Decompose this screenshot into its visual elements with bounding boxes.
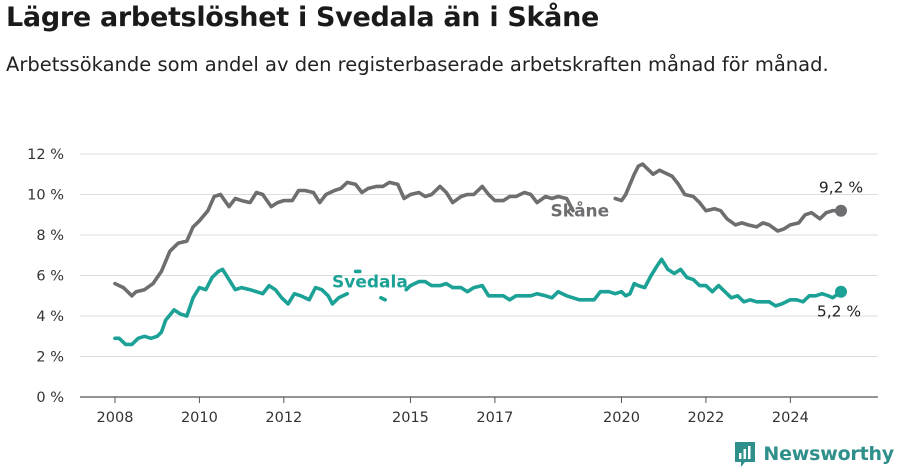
x-tick-label: 2017: [476, 410, 513, 426]
x-axis: 2008 2010 2012 2015 2017 2020 2022 2024: [97, 397, 809, 426]
series-line-skåne: [613, 162, 843, 233]
y-tick-label: 8 %: [36, 228, 64, 244]
series-line-skåne: [113, 180, 575, 298]
brand: Newsworthy: [733, 440, 894, 468]
x-tick-label: 2020: [603, 410, 640, 426]
x-tick-label: 2015: [392, 410, 429, 426]
end-value-label-skane: 9,2 %: [819, 179, 863, 197]
x-tick-label: 2024: [772, 410, 809, 426]
x-tick-label: 2008: [97, 410, 134, 426]
y-tick-label: 6 %: [36, 269, 64, 285]
newsworthy-logo-icon: [735, 442, 756, 467]
brand-name: Newsworthy: [763, 443, 894, 465]
end-value-label-svedala: 5,2 %: [817, 303, 861, 321]
y-tick-label: 10 %: [27, 188, 64, 204]
x-tick-label: 2010: [181, 410, 218, 426]
series-labels: Skåne Svedala 9,2 % 5,2 %: [332, 179, 863, 321]
y-tick-label: 4 %: [36, 309, 64, 325]
end-point-skåne: [835, 204, 847, 217]
series-name-svedala: Svedala: [332, 273, 408, 293]
y-tick-label: 0 %: [36, 390, 64, 406]
chart-subtitle: Arbetssökande som andel av den registerb…: [6, 53, 829, 76]
end-point-svedala: [835, 285, 847, 298]
x-tick-label: 2012: [265, 410, 302, 426]
y-axis-tick-labels: 0 % 2 % 4 % 6 % 8 % 10 % 12 %: [27, 147, 64, 406]
y-tick-label: 2 %: [36, 350, 64, 366]
series-name-skane: Skåne: [551, 200, 610, 222]
series-line-svedala: [404, 257, 843, 308]
chart-title: Lägre arbetslöshet i Svedala än i Skåne: [6, 2, 600, 33]
series-line-svedala: [113, 267, 349, 347]
series-line-svedala: [379, 296, 387, 302]
y-tick-label: 12 %: [27, 147, 64, 163]
x-tick-label: 2022: [687, 410, 724, 426]
gridlines: [80, 153, 878, 398]
series-lines: [113, 162, 847, 347]
